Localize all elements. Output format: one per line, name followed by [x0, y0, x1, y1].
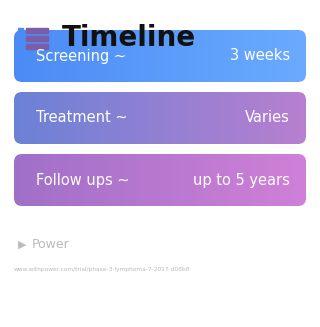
Bar	[18, 36, 23, 41]
Text: up to 5 years: up to 5 years	[193, 173, 290, 187]
Text: ▶: ▶	[18, 240, 27, 250]
Text: Follow ups ~: Follow ups ~	[36, 173, 130, 187]
Bar	[26, 36, 48, 41]
Bar	[18, 27, 23, 32]
Text: Varies: Varies	[245, 111, 290, 126]
Text: Timeline: Timeline	[62, 24, 196, 52]
Text: www.withpower.com/trial/phase-3-lymphoma-7-2017-d08b8: www.withpower.com/trial/phase-3-lymphoma…	[14, 267, 190, 271]
Text: Treatment ~: Treatment ~	[36, 111, 128, 126]
Bar	[18, 43, 23, 48]
Text: Screening ~: Screening ~	[36, 48, 126, 63]
Bar	[26, 27, 48, 32]
Text: 3 weeks: 3 weeks	[230, 48, 290, 63]
Bar	[26, 43, 48, 48]
Text: Power: Power	[32, 238, 70, 251]
